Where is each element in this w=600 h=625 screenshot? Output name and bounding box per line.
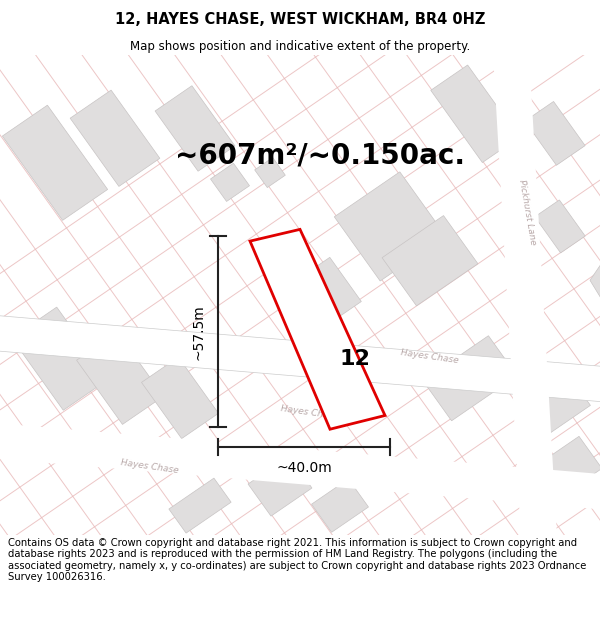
- Polygon shape: [256, 235, 323, 306]
- Polygon shape: [299, 258, 361, 323]
- Polygon shape: [77, 332, 163, 424]
- Text: Map shows position and indicative extent of the property.: Map shows position and indicative extent…: [130, 39, 470, 52]
- Polygon shape: [492, 34, 558, 556]
- Text: ~57.5m: ~57.5m: [192, 304, 206, 359]
- Text: 12: 12: [340, 349, 370, 369]
- Polygon shape: [590, 251, 600, 329]
- Polygon shape: [155, 86, 235, 171]
- Polygon shape: [211, 163, 250, 201]
- Text: 12, HAYES CHASE, WEST WICKHAM, BR4 0HZ: 12, HAYES CHASE, WEST WICKHAM, BR4 0HZ: [115, 12, 485, 27]
- Polygon shape: [142, 357, 218, 439]
- Text: Pickhurst Lane: Pickhurst Lane: [517, 178, 537, 245]
- Polygon shape: [169, 478, 231, 533]
- Polygon shape: [11, 307, 109, 410]
- Polygon shape: [311, 479, 368, 532]
- Polygon shape: [334, 172, 446, 281]
- Polygon shape: [254, 158, 286, 188]
- Text: Contains OS data © Crown copyright and database right 2021. This information is : Contains OS data © Crown copyright and d…: [8, 538, 586, 582]
- Polygon shape: [525, 101, 585, 165]
- Polygon shape: [538, 436, 600, 496]
- Polygon shape: [248, 456, 312, 516]
- Text: Hayes Chase: Hayes Chase: [280, 404, 340, 421]
- Polygon shape: [382, 216, 478, 306]
- Polygon shape: [250, 229, 385, 429]
- Text: Hayes Chase: Hayes Chase: [400, 348, 460, 365]
- Polygon shape: [423, 336, 517, 421]
- Polygon shape: [0, 312, 600, 406]
- Polygon shape: [70, 90, 160, 186]
- Polygon shape: [431, 65, 519, 162]
- Text: Hayes Chase: Hayes Chase: [121, 458, 179, 475]
- Polygon shape: [535, 200, 585, 253]
- Text: ~40.0m: ~40.0m: [276, 461, 332, 474]
- Text: ~607m²/~0.150ac.: ~607m²/~0.150ac.: [175, 141, 465, 169]
- Polygon shape: [520, 369, 590, 436]
- Polygon shape: [0, 419, 600, 513]
- Polygon shape: [2, 105, 107, 221]
